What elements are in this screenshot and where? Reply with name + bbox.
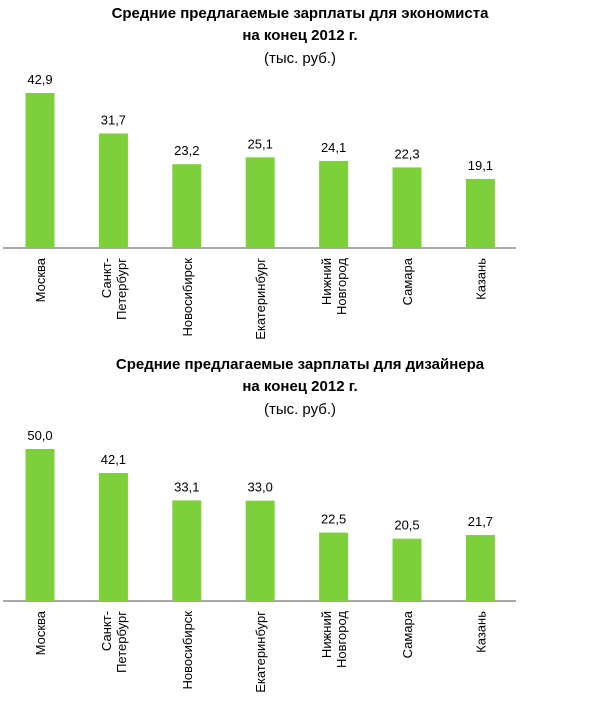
category-tick-label: Санкт- <box>99 258 114 298</box>
bar <box>319 160 349 248</box>
category-tick-label: Екатеринбург <box>253 611 268 693</box>
data-label: 33,1 <box>174 479 199 494</box>
data-label: 33,0 <box>248 480 273 495</box>
category-tick-label: Новгород <box>334 258 349 315</box>
bar <box>319 532 349 601</box>
category-tick-label: Санкт- <box>99 611 114 651</box>
data-label: 42,1 <box>101 452 126 467</box>
chart-title: Средние предлагаемые зарплаты для дизайн… <box>115 356 485 373</box>
chart-subtitle: на конец 2012 г. <box>242 378 358 395</box>
bar <box>245 500 275 601</box>
data-label: 25,1 <box>248 136 273 151</box>
category-tick-label: Новосибирск <box>180 258 195 337</box>
category-tick-label: Екатеринбург <box>253 258 268 340</box>
category-tick-label: Москва <box>33 610 48 655</box>
bar-plot: 42,9 Москва 31,7 Санкт- Петербург 23,2 Новосиб… <box>3 72 516 340</box>
category-tick-label: Казань <box>473 611 488 653</box>
category-tick-label: Нижний <box>319 611 334 658</box>
bar <box>392 167 422 248</box>
data-label: 24,1 <box>321 140 346 155</box>
chart-unit: (тыс. руб.) <box>263 401 337 418</box>
bar <box>172 164 202 248</box>
data-label: 19,1 <box>468 158 493 173</box>
data-label: 31,7 <box>101 112 126 127</box>
economist-salary-chart: Средние предлагаемые зарплаты для эконом… <box>3 5 516 340</box>
category-tick-label: Петербург <box>114 611 129 673</box>
data-label: 21,7 <box>468 514 493 529</box>
category-tick-label: Нижний <box>319 258 334 305</box>
bar <box>465 178 495 248</box>
category-tick-label: Новгород <box>334 611 349 668</box>
chart-title: Средние предлагаемые зарплаты для эконом… <box>111 5 489 22</box>
category-tick-label: Петербург <box>114 258 129 320</box>
category-tick-label: Новосибирск <box>180 611 195 690</box>
bar <box>98 133 128 248</box>
data-label: 22,3 <box>394 146 419 161</box>
data-label: 22,5 <box>321 512 346 527</box>
chart-unit: (тыс. руб.) <box>263 50 337 67</box>
bar <box>245 157 275 248</box>
bar <box>25 449 55 601</box>
data-label: 50,0 <box>27 428 52 443</box>
bar <box>98 473 128 601</box>
data-label: 42,9 <box>27 72 52 87</box>
category-tick-label: Казань <box>473 258 488 300</box>
category-tick-label: Самара <box>400 257 415 305</box>
data-label: 23,2 <box>174 143 199 158</box>
bar <box>392 538 422 601</box>
bar <box>465 535 495 601</box>
chart-subtitle: на конец 2012 г. <box>242 27 358 44</box>
category-tick-label: Самара <box>400 610 415 658</box>
category-tick-label: Москва <box>33 257 48 302</box>
bar <box>25 93 55 248</box>
data-label: 20,5 <box>394 518 419 533</box>
bar <box>172 500 202 601</box>
